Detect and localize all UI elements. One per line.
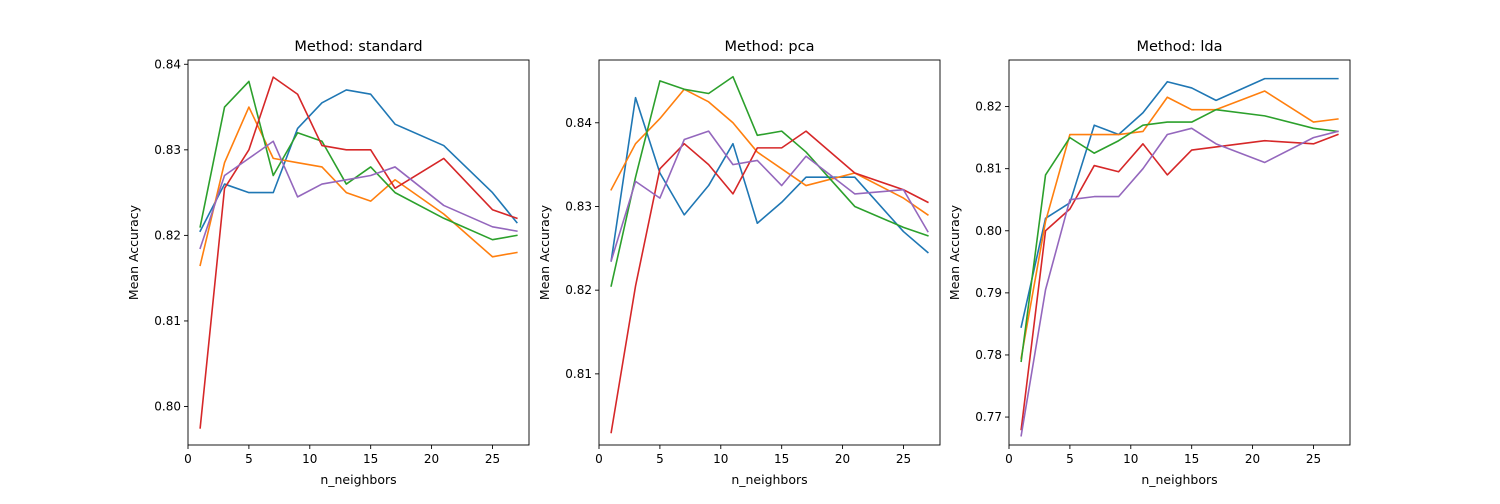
y-tick-label: 0.84	[565, 116, 592, 130]
x-tick-label: 25	[485, 452, 500, 466]
series-line-1	[1020, 77, 1339, 328]
x-tick-label: 10	[1123, 452, 1138, 466]
x-tick-label: 15	[774, 452, 789, 466]
x-tick-label: 20	[424, 452, 439, 466]
x-tick-label: 0	[1005, 452, 1013, 466]
axes-frame	[1008, 59, 1351, 446]
series-line-1	[610, 96, 929, 262]
x-tick-label: 10	[713, 452, 728, 466]
y-tick-label: 0.82	[975, 100, 1002, 114]
x-axis-label: n_neighbors	[1141, 472, 1217, 487]
x-tick-label: 20	[835, 452, 850, 466]
x-tick-label: 25	[896, 452, 911, 466]
y-tick-label: 0.78	[975, 348, 1002, 362]
series-line-1	[199, 89, 518, 233]
y-tick-label: 0.80	[975, 224, 1002, 238]
y-tick-label: 0.79	[975, 286, 1002, 300]
axes-frame	[598, 59, 941, 446]
x-tick-label: 25	[1306, 452, 1321, 466]
subplot-standard: 0 5 10 15 20 25 0.80 0.81 0.82 0.83 0.84 Method: st…	[126, 39, 530, 487]
axes-frame	[187, 59, 530, 446]
y-tick-label: 0.77	[975, 410, 1002, 424]
series-line-5	[199, 140, 518, 250]
y-tick-label: 0.83	[154, 143, 181, 157]
x-tick-label: 20	[1245, 452, 1260, 466]
series-line-4	[199, 76, 518, 429]
subplot-lda: 0 5 10 15 20 25 0.77 0.78 0.79 0.80 0.81 0.82 Method…	[947, 39, 1351, 487]
series-line-4	[1020, 133, 1339, 431]
subplot-title: Method: pca	[725, 39, 815, 55]
y-tick-label: 0.80	[154, 400, 181, 414]
x-tick-label: 0	[184, 452, 192, 466]
x-axis-label: n_neighbors	[320, 472, 396, 487]
y-tick-label: 0.83	[565, 199, 592, 213]
x-tick-label: 5	[245, 452, 253, 466]
subplot-pca: 0 5 10 15 20 25 0.81 0.82 0.83 0.84 Method: pca n_n…	[537, 39, 941, 487]
y-tick-label: 0.84	[154, 57, 181, 71]
subplot-title: Method: standard	[294, 39, 422, 55]
y-tick-label: 0.82	[154, 228, 181, 242]
series-line-3	[1020, 108, 1339, 363]
subplot-title: Method: lda	[1137, 39, 1223, 55]
x-axis-label: n_neighbors	[731, 472, 807, 487]
x-tick-label: 10	[302, 452, 317, 466]
series-line-2	[1020, 90, 1339, 359]
series-line-3	[610, 75, 929, 287]
y-tick-label: 0.82	[565, 283, 592, 297]
series-line-4	[610, 130, 929, 434]
x-tick-label: 15	[363, 452, 378, 466]
series-line-2	[610, 88, 929, 216]
x-tick-label: 15	[1184, 452, 1199, 466]
y-tick-label: 0.81	[975, 162, 1002, 176]
series-line-3	[199, 80, 518, 241]
y-tick-label: 0.81	[154, 314, 181, 328]
y-tick-label: 0.81	[565, 367, 592, 381]
x-tick-label: 5	[656, 452, 664, 466]
x-tick-label: 5	[1066, 452, 1074, 466]
y-axis-label: Mean Accuracy	[947, 204, 962, 300]
y-axis-label: Mean Accuracy	[126, 204, 141, 300]
y-axis-label: Mean Accuracy	[537, 204, 552, 300]
series-line-5	[1020, 127, 1339, 437]
series-line-5	[610, 130, 929, 262]
x-tick-label: 0	[595, 452, 603, 466]
